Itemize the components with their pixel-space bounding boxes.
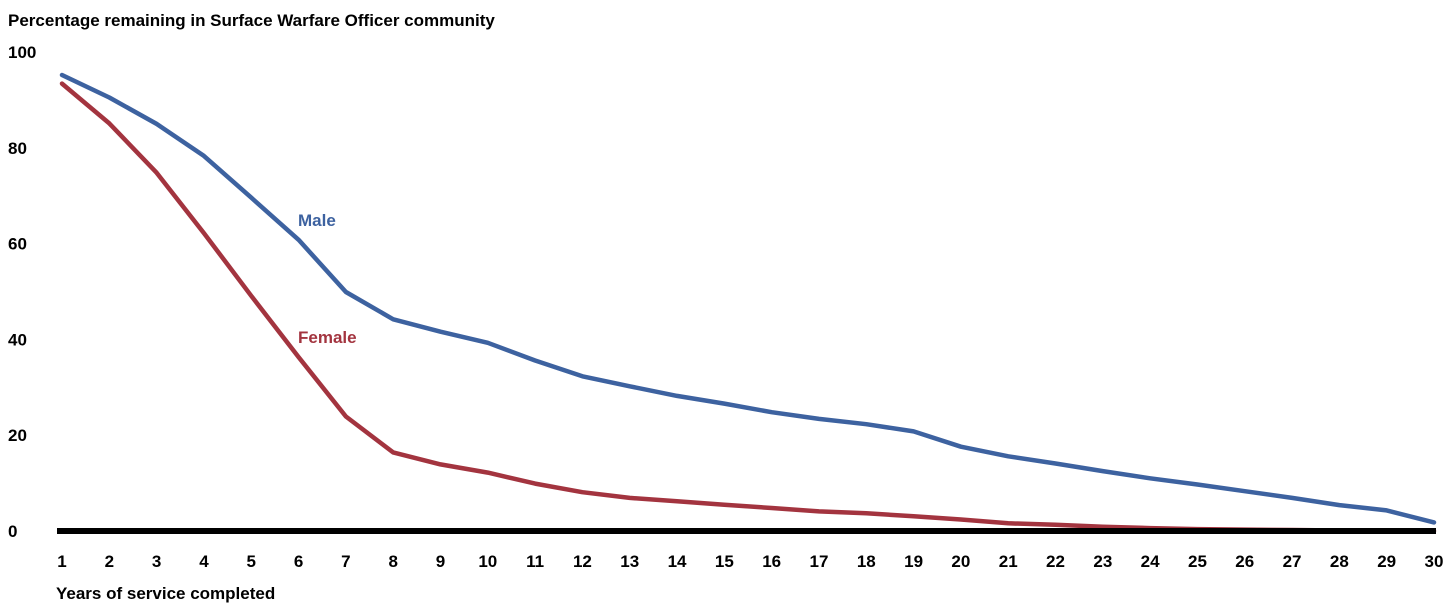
x-tick-label: 11	[526, 552, 544, 571]
series-label-female: Female	[298, 328, 357, 347]
x-axis-label: Years of service completed	[56, 584, 275, 603]
y-tick-label: 60	[8, 235, 27, 254]
y-tick-label: 80	[8, 139, 27, 158]
y-tick-label: 0	[8, 522, 17, 541]
series-line-male	[59, 72, 1437, 525]
series-label-male: Male	[298, 211, 336, 230]
x-tick-label: 15	[715, 552, 734, 571]
x-tick-label: 4	[199, 552, 209, 571]
chart-title: Percentage remaining in Surface Warfare …	[8, 11, 495, 30]
x-tick-label: 21	[999, 552, 1018, 571]
y-tick-label: 20	[8, 426, 27, 445]
x-tick-label: 29	[1377, 552, 1396, 571]
x-tick-label: 23	[1093, 552, 1112, 571]
x-tick-label: 26	[1235, 552, 1254, 571]
x-tick-label: 28	[1330, 552, 1349, 571]
x-tick-label: 17	[810, 552, 829, 571]
x-tick-label: 27	[1283, 552, 1302, 571]
x-tick-label: 6	[294, 552, 303, 571]
x-tick-label: 10	[478, 552, 497, 571]
series-line-female	[59, 81, 1437, 534]
x-tick-label: 30	[1425, 552, 1444, 571]
x-tick-label: 3	[152, 552, 161, 571]
x-tick-label: 24	[1141, 552, 1160, 571]
x-tick-label: 9	[436, 552, 445, 571]
x-tick-label: 13	[620, 552, 639, 571]
x-tick-label: 20	[951, 552, 970, 571]
x-tick-label: 16	[762, 552, 781, 571]
series-lines	[59, 72, 1437, 534]
x-tick-label: 12	[573, 552, 592, 571]
x-tick-label: 8	[388, 552, 397, 571]
x-tick-label: 25	[1188, 552, 1207, 571]
x-tick-label: 5	[247, 552, 256, 571]
y-tick-label: 40	[8, 330, 27, 349]
y-axis: 0 20 40 60 80 100	[8, 43, 36, 541]
y-tick-label: 100	[8, 43, 36, 62]
x-tick-label: 18	[857, 552, 876, 571]
x-tick-label: 22	[1046, 552, 1065, 571]
x-axis: 1 2 3 4 5 6 7 8 9 10 11 12 13 14 15 16 17 18 19 20 21 22 23 24 2…	[57, 552, 1443, 571]
x-tick-label: 7	[341, 552, 350, 571]
x-tick-label: 1	[57, 552, 66, 571]
x-tick-label: 14	[668, 552, 687, 571]
x-tick-label: 19	[904, 552, 923, 571]
x-tick-label: 2	[105, 552, 114, 571]
series-labels: Male Female	[298, 211, 357, 347]
